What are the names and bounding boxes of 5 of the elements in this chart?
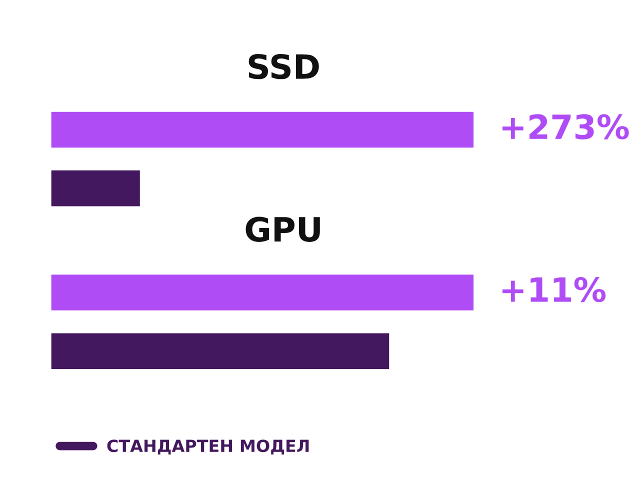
y-tick-label: GPU xyxy=(246,216,320,242)
legend-label: СТАНДАРТЕН МОДЕЛ xyxy=(107,440,309,455)
text: +273% xyxy=(502,114,629,140)
text: +11% xyxy=(502,276,606,302)
y-tick-label: SSD xyxy=(248,54,319,80)
